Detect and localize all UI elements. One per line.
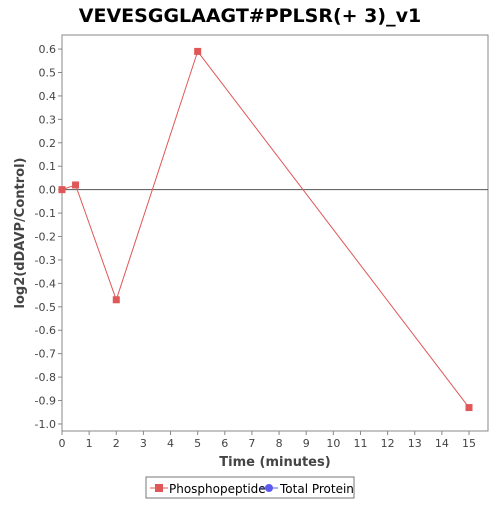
x-tick-label: 7	[248, 437, 255, 450]
data-point	[194, 47, 202, 55]
y-tick-label: -0.6	[35, 324, 56, 337]
x-tick-label: 15	[462, 437, 476, 450]
x-axis: 0 1 2 3 4 5 6 7 8 9 10 11 12 13 14 15	[59, 431, 476, 450]
legend-label-total-protein: Total Protein	[279, 482, 354, 496]
y-tick-label: 0.0	[39, 184, 57, 197]
y-tick-label: 0.1	[39, 160, 57, 173]
x-tick-label: 12	[381, 437, 395, 450]
x-axis-label: Time (minutes)	[219, 455, 330, 470]
y-tick-label: 0.6	[39, 43, 57, 56]
y-tick-label: -0.3	[35, 254, 56, 267]
y-tick-label: -0.7	[35, 348, 56, 361]
x-tick-label: 13	[408, 437, 422, 450]
data-point	[465, 404, 473, 412]
y-tick-label: -0.5	[35, 301, 56, 314]
legend-label-phosphopeptide: Phosphopeptide	[169, 482, 266, 496]
y-tick-label: -1.0	[35, 418, 56, 431]
x-tick-label: 14	[435, 437, 449, 450]
y-tick-label: 0.5	[39, 66, 57, 79]
data-point	[58, 186, 66, 194]
x-tick-label: 5	[194, 437, 201, 450]
series-layer	[58, 47, 473, 412]
y-tick-label: 0.4	[39, 90, 57, 103]
plot-area	[61, 34, 489, 432]
x-tick-label: 6	[221, 437, 228, 450]
y-tick-label: -0.1	[35, 207, 56, 220]
legend-marker-total-protein	[265, 484, 273, 492]
y-tick-label: 0.3	[39, 113, 57, 126]
legend: Phosphopeptide Total Protein	[145, 476, 355, 499]
data-point	[72, 181, 80, 189]
x-tick-label: 3	[140, 437, 147, 450]
x-tick-label: 1	[86, 437, 93, 450]
y-tick-label: -0.4	[35, 277, 56, 290]
x-tick-label: 10	[326, 437, 340, 450]
x-tick-label: 2	[113, 437, 120, 450]
legend-box	[145, 476, 355, 499]
data-point	[112, 296, 120, 304]
y-tick-label: -0.2	[35, 231, 56, 244]
y-tick-label: 0.2	[39, 137, 57, 150]
x-tick-label: 0	[59, 437, 66, 450]
x-tick-label: 8	[276, 437, 283, 450]
y-axis: 0.6 0.5 0.4 0.3 0.2 0.1 0.0 -0.1 -0.2 -0.3 -0.4 -0.…	[35, 43, 62, 431]
x-tick-label: 9	[303, 437, 310, 450]
y-tick-label: -0.9	[35, 395, 56, 408]
x-tick-label: 4	[167, 437, 174, 450]
chart-title: VEVESGGLAAGT#PPLSR(+ 3)_v1	[79, 5, 421, 27]
y-axis-label: log2(dDAVP/Control)	[13, 158, 28, 309]
y-tick-label: -0.8	[35, 371, 56, 384]
x-tick-label: 11	[353, 437, 367, 450]
legend-marker-phosphopeptide	[155, 484, 163, 492]
